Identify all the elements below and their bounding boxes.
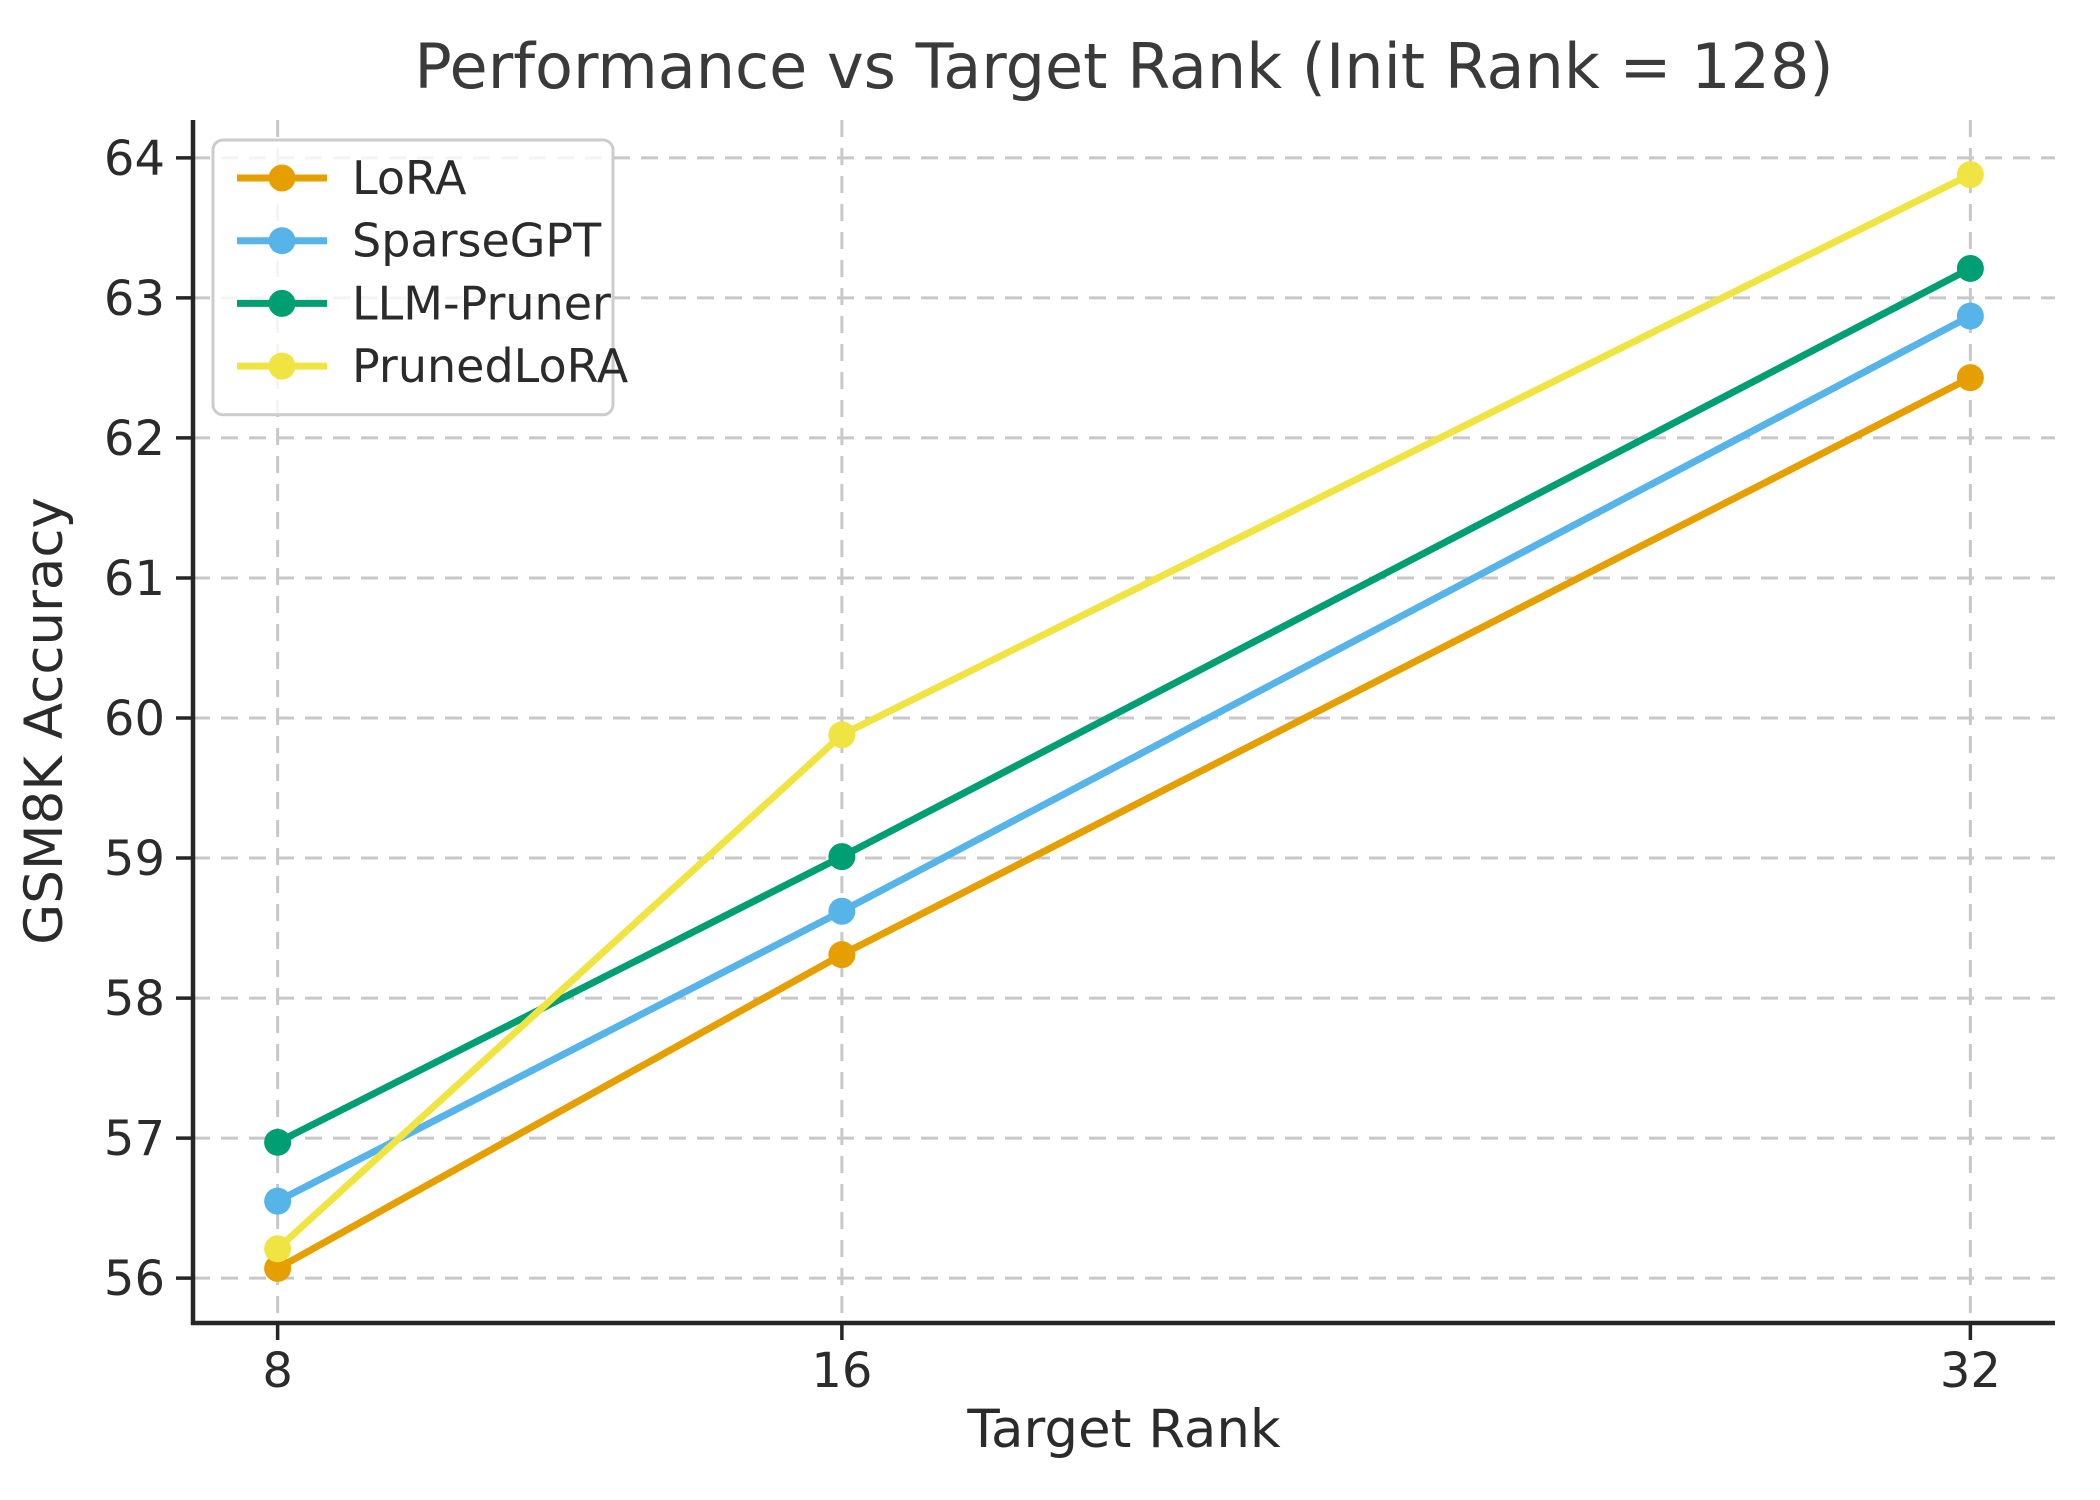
series-marker-llm-pruner-x16 [828, 843, 856, 871]
legend-item-lora: LoRA [237, 151, 467, 205]
y-axis-label: GSM8K Accuracy [14, 497, 75, 945]
legend-marker-sparsegpt [268, 227, 296, 255]
legend-item-sparsegpt: SparseGPT [237, 214, 602, 268]
x-tick-label-32: 32 [1940, 1343, 2001, 1399]
legend-label-sparsegpt: SparseGPT [352, 214, 602, 268]
legend-label-prunedlora: PrunedLoRA [352, 339, 629, 393]
series-layer [264, 161, 1984, 1282]
legend-marker-prunedlora [268, 352, 296, 380]
series-marker-sparsegpt-x16 [828, 897, 856, 925]
series-marker-sparsegpt-x8 [264, 1187, 292, 1215]
series-marker-lora-x16 [828, 941, 856, 969]
x-tick-label-8: 8 [262, 1343, 293, 1399]
y-tick-label-56: 56 [104, 1251, 165, 1307]
series-marker-prunedlora-x8 [264, 1235, 292, 1263]
legend-label-lora: LoRA [352, 151, 467, 205]
y-tick-label-60: 60 [104, 691, 165, 747]
series-marker-prunedlora-x32 [1956, 161, 1984, 189]
legend-item-llm-pruner: LLM-Pruner [237, 276, 611, 330]
y-tick-label-64: 64 [104, 131, 165, 187]
y-tick-label-57: 57 [104, 1111, 165, 1167]
legend-item-prunedlora: PrunedLoRA [237, 339, 629, 393]
series-marker-sparsegpt-x32 [1956, 302, 1984, 330]
series-marker-llm-pruner-x32 [1956, 254, 1984, 282]
series-marker-prunedlora-x16 [828, 721, 856, 749]
series-marker-lora-x32 [1956, 364, 1984, 392]
x-tick-label-16: 16 [811, 1343, 872, 1399]
legend-layer: LoRA SparseGPT LLM-Pruner PrunedLoRA [211, 138, 629, 417]
series-marker-lora-x8 [264, 1254, 292, 1282]
chart-title: Performance vs Target Rank (Init Rank = … [414, 30, 1833, 103]
series-line-lora [274, 374, 1974, 1272]
x-axis-label: Target Rank [966, 1399, 1281, 1460]
legend-marker-llm-pruner [268, 289, 296, 317]
y-tick-label-59: 59 [104, 831, 165, 887]
legend-label-llm-pruner: LLM-Pruner [352, 276, 611, 330]
y-tick-label-58: 58 [104, 971, 165, 1027]
legend-marker-lora [268, 164, 296, 192]
series-marker-llm-pruner-x8 [264, 1128, 292, 1156]
y-tick-label-62: 62 [104, 411, 165, 467]
y-tick-label-61: 61 [104, 551, 165, 607]
y-tick-label-63: 63 [104, 271, 165, 327]
legend-box [211, 138, 615, 417]
series-line-sparsegpt [274, 312, 1974, 1205]
axes-layer: 56 57 58 59 60 61 62 63 64 8 16 32 [104, 120, 2055, 1399]
